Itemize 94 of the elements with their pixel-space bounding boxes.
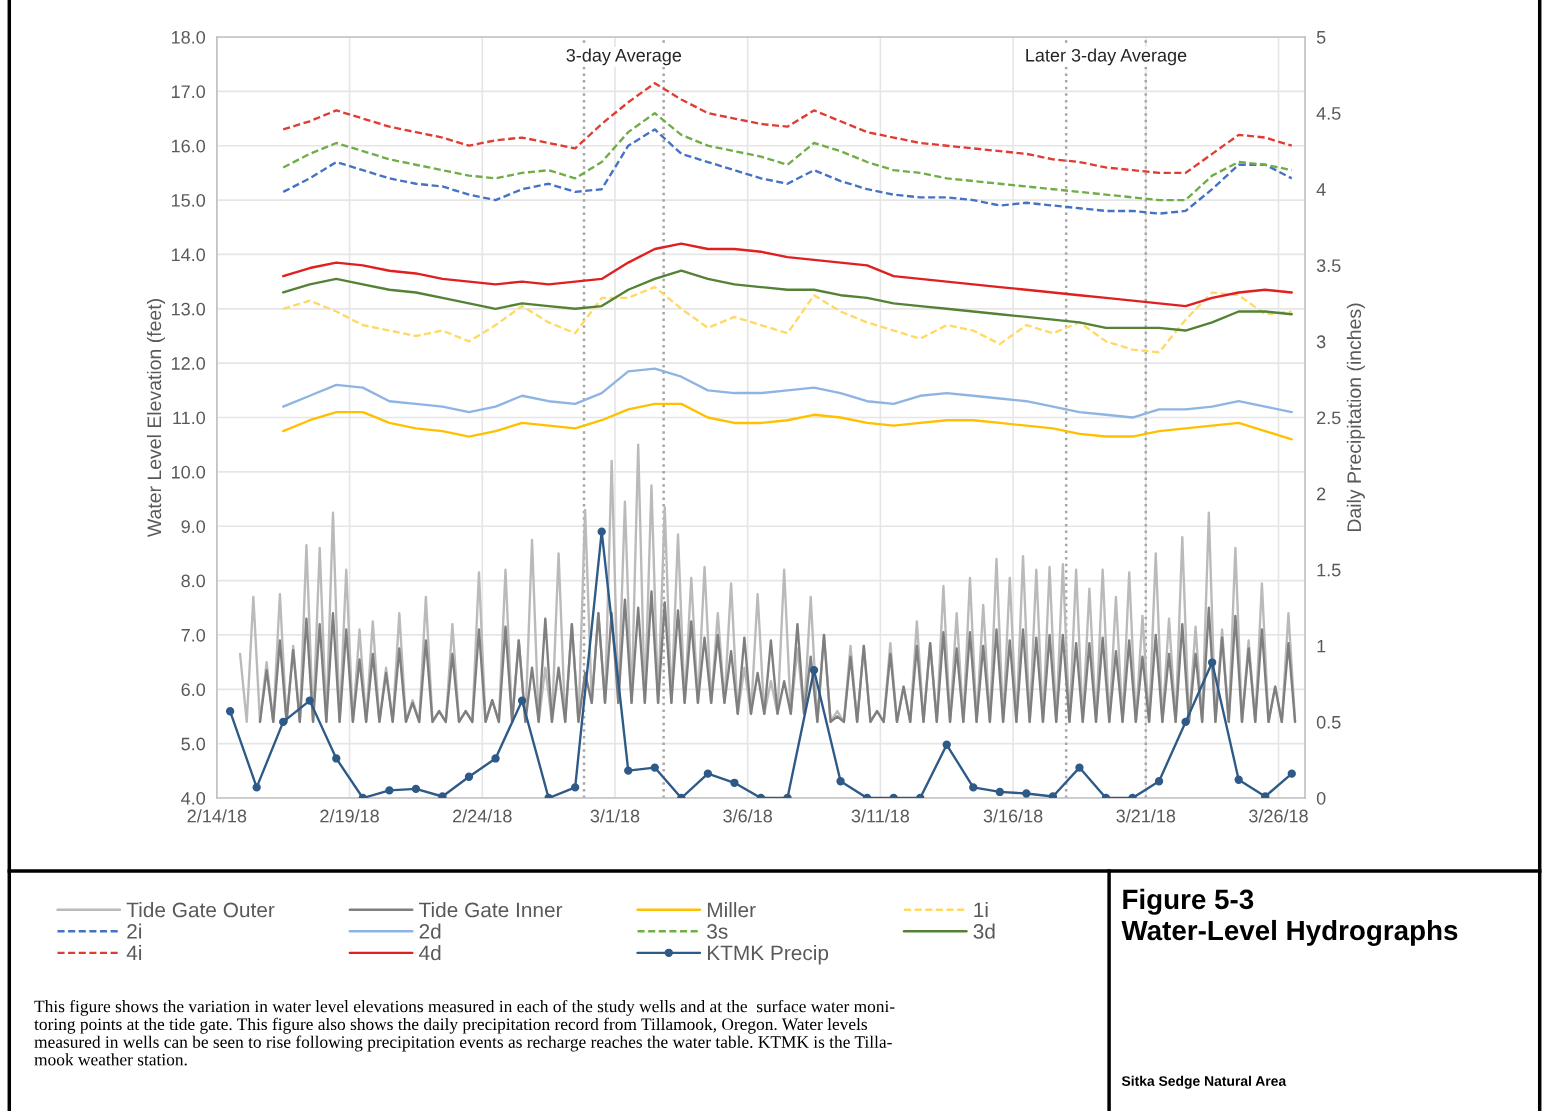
- y-tick-label: 17.0: [171, 85, 206, 99]
- line-series: [282, 111, 1293, 202]
- x-tick-label: 3/21/18: [1116, 809, 1176, 823]
- point: [517, 696, 527, 705]
- text: This figure shows the variation in water level elevations measured in each of the study wells and at the surface water moni- toring points at the tide gate. This figure also shows the daily precipitation record from Tillamook, Oregon. Water levels measured in wells can be seen to rise following precipitation events as recharge reaches the water table. KTMK is the Tilla- mook weather station.: [34, 999, 895, 1066]
- y2-tick-label: 3: [1316, 335, 1326, 349]
- point: [597, 527, 606, 536]
- point: [1048, 792, 1058, 799]
- text: Water-Level Hydrographs: [1121, 919, 1458, 946]
- y-tick-label: 12.0: [171, 357, 206, 370]
- point: [225, 707, 235, 716]
- y2-tick-label: 1: [1317, 639, 1326, 653]
- legend-label: KTMK Precip: [707, 945, 829, 965]
- text: Figure 5-3: [1123, 888, 1254, 915]
- y-tick-label: 11.0: [173, 411, 206, 425]
- point: [1181, 717, 1190, 727]
- x-tick-label: 3/26/18: [1249, 809, 1308, 823]
- point: [942, 740, 951, 749]
- y2-axis-title: Daily Precipitation (inches): [1346, 303, 1365, 531]
- line-series: [282, 402, 1293, 441]
- legend-label: Tide Gate Outer: [126, 901, 275, 918]
- point: [1207, 658, 1217, 667]
- point: [411, 784, 421, 794]
- point: [836, 777, 845, 786]
- point: [969, 783, 978, 792]
- point: [995, 787, 1004, 797]
- y-tick-label: 4.0: [181, 791, 206, 805]
- y-tick-label: 18.0: [171, 30, 206, 44]
- x-tick-label: 2/14/18: [187, 809, 247, 823]
- legend-label: 2i: [127, 923, 142, 939]
- y-tick-label: 6.0: [181, 683, 206, 697]
- point: [305, 696, 314, 705]
- legend-label: 1i: [974, 901, 988, 918]
- point: [650, 763, 659, 772]
- point: [809, 666, 819, 675]
- y-tick-label: 7.0: [181, 628, 206, 642]
- line-series: [282, 82, 1293, 175]
- annotation: Later 3-day Average: [1026, 48, 1187, 66]
- point: [385, 786, 394, 795]
- y2-tick-label: 5: [1316, 31, 1326, 44]
- annotation: 3-day Average: [566, 48, 682, 66]
- line-series: [282, 367, 1293, 419]
- point: [1261, 792, 1270, 799]
- point: [491, 754, 500, 763]
- line-series: [282, 242, 1293, 308]
- point: [730, 778, 739, 787]
- y2-tick-label: 2: [1317, 487, 1326, 501]
- point: [1075, 763, 1084, 772]
- line-series: [282, 285, 1293, 354]
- point: [438, 792, 447, 799]
- point: [1154, 777, 1164, 786]
- point: [1287, 769, 1296, 778]
- point: [703, 769, 713, 778]
- legend-label: 3s: [707, 924, 728, 939]
- point: [252, 783, 261, 792]
- x-tick-label: 3/1/18: [590, 809, 640, 823]
- legend-label: 2d: [419, 923, 441, 939]
- y2-tick-label: 4.5: [1316, 107, 1341, 120]
- point: [279, 717, 288, 727]
- y-tick-label: 16.0: [171, 139, 206, 153]
- legend-label: 4i: [126, 945, 142, 961]
- point: [464, 772, 474, 781]
- legend-label: 3d: [973, 923, 995, 939]
- x-tick-label: 3/6/18: [723, 809, 772, 823]
- line-series: [282, 269, 1293, 332]
- line-series: [282, 128, 1293, 215]
- x-tick-label: 3/11/18: [851, 809, 910, 823]
- y-tick-label: 15.0: [171, 194, 206, 207]
- y-tick-label: 8.0: [181, 574, 206, 588]
- y2-tick-label: 2.5: [1317, 411, 1341, 425]
- point: [570, 783, 580, 792]
- y2-tick-label: 0.5: [1316, 715, 1341, 729]
- x-tick-label: 2/19/18: [320, 809, 379, 823]
- x-tick-label: 2/24/18: [453, 809, 512, 823]
- legend-label: Tide Gate Inner: [419, 901, 563, 918]
- y-tick-label: 13.0: [171, 302, 206, 316]
- y2-tick-label: 3.5: [1316, 259, 1341, 273]
- legend-label: 4d: [419, 945, 441, 961]
- y-axis-title: Water Level Elevation (feet): [146, 299, 166, 538]
- point: [1022, 789, 1031, 798]
- y2-tick-label: 4: [1316, 183, 1326, 196]
- point: [1234, 775, 1243, 784]
- x-tick-label: 3/16/18: [983, 809, 1043, 823]
- y-tick-label: 10.0: [171, 465, 206, 479]
- legend-label: Miller: [707, 901, 756, 918]
- y2-tick-label: 1.5: [1317, 563, 1341, 577]
- y2-tick-label: 0: [1316, 791, 1326, 805]
- y-tick-label: 9.0: [181, 520, 206, 533]
- y-tick-label: 5.0: [181, 737, 206, 751]
- y-tick-label: 14.0: [171, 248, 206, 262]
- text: Sitka Sedge Natural Area: [1121, 1075, 1287, 1089]
- line-series: [258, 590, 1297, 724]
- point: [332, 754, 341, 763]
- point: [624, 766, 633, 775]
